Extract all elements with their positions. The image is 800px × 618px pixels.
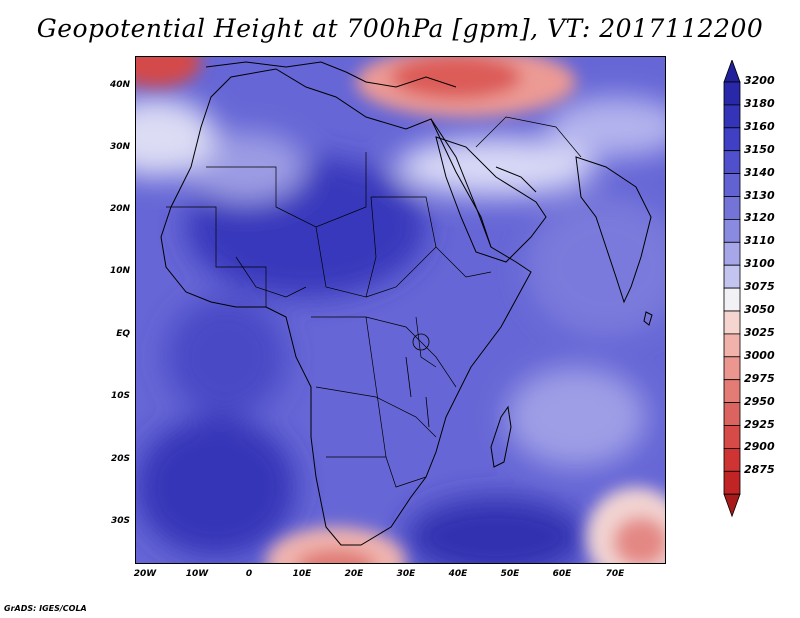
colorbar-band <box>723 447 741 472</box>
lon-label-50e: 50E <box>500 569 520 579</box>
india-coast <box>575 156 652 304</box>
sri-lanka-coast <box>643 311 653 326</box>
colorbar-band <box>723 218 741 243</box>
colorbar-top-arrow <box>723 60 741 83</box>
border-ethiopia <box>435 246 492 278</box>
colorbar-level-label: 2925 <box>744 417 775 431</box>
lake-tanganyika <box>405 356 412 398</box>
field-arabian-sea <box>526 197 665 337</box>
lon-label-0: 0 <box>245 569 253 579</box>
colorbar-band <box>723 287 741 312</box>
colorbar-level-label: 3050 <box>744 303 775 316</box>
colorbar-band <box>723 356 741 381</box>
colorbar-band <box>723 173 741 197</box>
colorbar-level-label: 3150 <box>744 142 775 156</box>
colorbar-level-label: 3200 <box>744 74 775 87</box>
colorbar-level-label: 3100 <box>744 257 775 271</box>
field-high-south-indian <box>406 497 586 563</box>
colorbar-band <box>723 379 741 404</box>
border-west-africa <box>235 256 307 298</box>
colorbar-bottom-arrow <box>723 493 741 518</box>
arabia-coast <box>435 136 547 263</box>
field-light-iran <box>546 97 665 157</box>
lat-label-40n: 40N <box>109 80 130 90</box>
lon-label-10e: 10E <box>292 569 312 579</box>
lat-label-20n: 20N <box>109 204 130 214</box>
lat-label-20s: 20S <box>110 454 130 464</box>
lon-label-60e: 60E <box>552 569 572 579</box>
colorbar-band <box>723 402 741 426</box>
mediterranean-coast <box>205 61 457 88</box>
field-white-atlantic <box>136 97 216 177</box>
grads-credit: GrADS: IGES/COLA <box>4 604 87 613</box>
lat-label-10n: 10N <box>109 266 130 276</box>
madagascar-coast <box>490 405 512 468</box>
lon-label-70e: 70E <box>605 569 625 579</box>
colorbar-level-label: 3160 <box>744 119 775 133</box>
lon-label-20e: 20E <box>344 569 364 579</box>
lon-label-30e: 30E <box>396 569 416 579</box>
colorbar-level-label: 3180 <box>744 96 775 110</box>
border-middle-east <box>475 116 582 158</box>
colorbar-band <box>723 150 741 174</box>
colorbar-band <box>723 127 741 152</box>
field-gulf-guinea <box>166 297 286 417</box>
lakes <box>405 333 430 428</box>
red-sea <box>430 118 492 248</box>
geopotential-field <box>136 57 665 563</box>
chart-title: Geopotential Height at 700hPa [gpm], VT:… <box>36 14 764 43</box>
border-southern <box>326 456 427 488</box>
colorbar-bands <box>723 60 741 518</box>
colorbar-level-label: 2975 <box>744 371 775 385</box>
field-low-southeast-inner <box>613 517 665 563</box>
colorbar-level-label: 3000 <box>744 348 775 362</box>
field-high-south-atlantic <box>136 417 296 557</box>
lat-label-30s: 30S <box>110 516 130 526</box>
colorbar <box>723 60 741 518</box>
colorbar-level-label: 3025 <box>744 325 775 339</box>
colorbar-band <box>723 104 741 129</box>
colorbar-band <box>723 81 741 106</box>
lon-label-10w: 10W <box>185 569 209 579</box>
colorbar-level-label: 2900 <box>744 440 775 454</box>
border-sahel-1 <box>166 206 267 307</box>
colorbar-band <box>723 425 741 449</box>
colorbar-band <box>723 333 741 358</box>
field-low-south-africa-inner <box>297 549 375 563</box>
country-borders <box>166 116 582 488</box>
field-low-northwest-corner <box>136 57 201 87</box>
lake-victoria <box>412 333 430 351</box>
colorbar-level-label: 3075 <box>744 280 775 294</box>
border-sahara-1 <box>206 152 367 228</box>
africa-coast <box>160 68 532 546</box>
persian-gulf <box>495 166 537 193</box>
lake-malawi <box>425 396 430 428</box>
lat-label-10s: 10S <box>110 391 130 401</box>
map-panel <box>135 56 666 564</box>
border-angola-zambia <box>315 386 437 438</box>
field-low-turkey-inner <box>391 57 521 99</box>
colorbar-level-label: 2875 <box>744 463 775 477</box>
colorbar-band <box>723 470 741 495</box>
colorbar-band <box>723 264 741 289</box>
field-light-indian <box>506 367 646 467</box>
colorbar-band <box>723 241 741 266</box>
colorbar-level-label: 3140 <box>744 165 775 179</box>
colorbar-band <box>723 310 741 335</box>
colorbar-level-label: 3120 <box>744 211 775 225</box>
lon-label-20w: 20W <box>133 569 157 579</box>
lat-label-30n: 30N <box>109 142 130 152</box>
colorbar-level-label: 2950 <box>744 394 775 408</box>
lat-label-eq: EQ <box>116 329 130 339</box>
border-drc <box>365 316 387 458</box>
lon-label-40e: 40E <box>448 569 468 579</box>
colorbar-level-label: 3130 <box>744 188 775 202</box>
border-great-lakes <box>415 316 437 368</box>
border-central <box>311 316 457 388</box>
colorbar-level-label: 3110 <box>744 234 775 248</box>
coastlines <box>160 61 653 546</box>
field-low-south-africa-outer <box>266 527 406 563</box>
colorbar-band <box>723 196 741 220</box>
